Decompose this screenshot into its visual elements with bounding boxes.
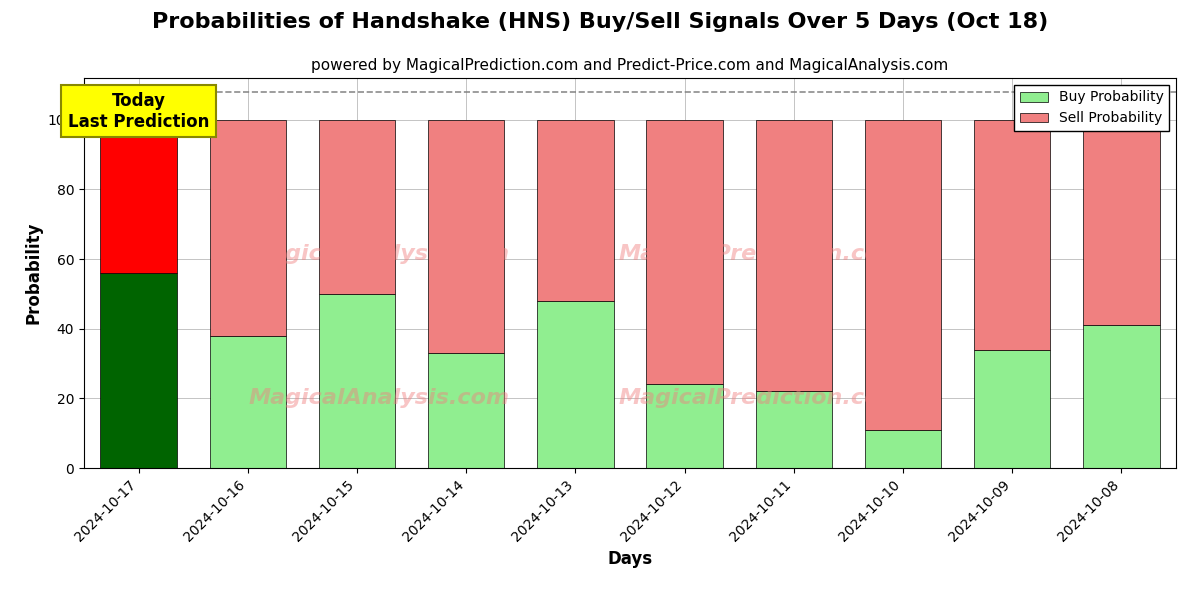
Title: powered by MagicalPrediction.com and Predict-Price.com and MagicalAnalysis.com: powered by MagicalPrediction.com and Pre… (311, 58, 949, 73)
Bar (319, 120, 395, 294)
Text: MagicalPrediction.com: MagicalPrediction.com (619, 244, 904, 263)
Bar (428, 120, 504, 353)
Y-axis label: Probability: Probability (24, 222, 42, 324)
Bar (647, 385, 722, 468)
Bar (756, 391, 832, 468)
X-axis label: Days: Days (607, 550, 653, 568)
Bar (1084, 120, 1159, 325)
Bar (756, 120, 832, 391)
Bar (101, 273, 176, 468)
Bar (538, 301, 613, 468)
Text: MagicalAnalysis.com: MagicalAnalysis.com (248, 244, 509, 263)
Legend: Buy Probability, Sell Probability: Buy Probability, Sell Probability (1014, 85, 1169, 131)
Bar (210, 120, 286, 335)
Bar (1084, 325, 1159, 468)
Bar (974, 120, 1050, 350)
Text: MagicalAnalysis.com: MagicalAnalysis.com (248, 388, 509, 408)
Text: MagicalPrediction.com: MagicalPrediction.com (619, 388, 904, 408)
Bar (319, 294, 395, 468)
Bar (647, 120, 722, 385)
Text: Probabilities of Handshake (HNS) Buy/Sell Signals Over 5 Days (Oct 18): Probabilities of Handshake (HNS) Buy/Sel… (152, 12, 1048, 32)
Bar (210, 335, 286, 468)
Bar (538, 120, 613, 301)
Bar (428, 353, 504, 468)
Bar (974, 350, 1050, 468)
Bar (865, 120, 941, 430)
Text: Today
Last Prediction: Today Last Prediction (68, 92, 209, 131)
Bar (865, 430, 941, 468)
Bar (101, 120, 176, 273)
